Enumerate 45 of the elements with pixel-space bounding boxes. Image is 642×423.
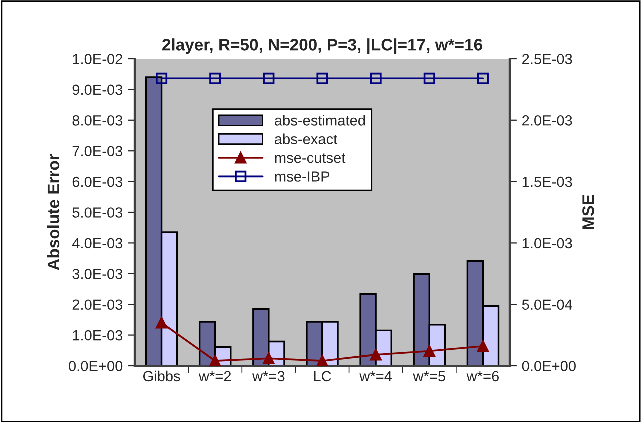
y2-axis-title: MSE — [582, 195, 594, 230]
x-tick-label: w*=6 — [466, 371, 499, 382]
point — [156, 317, 168, 329]
point — [477, 340, 489, 352]
point — [316, 72, 328, 84]
x-tick-label: w*=2 — [198, 371, 232, 382]
y-tick-label: 3.0E-03 — [72, 269, 123, 280]
y2-tick-label: 2.5E-03 — [522, 54, 572, 64]
y-tick-label: 4.0E-03 — [72, 238, 123, 249]
point — [156, 72, 168, 84]
x-tick-label: w*=3 — [252, 371, 285, 382]
y-tick-label: 6.0E-03 — [72, 176, 123, 188]
legend-label: abs-exact — [275, 134, 338, 145]
chart-title: 2layer, R=50, N=200, P=3, |LC|=17, w*=16 — [162, 38, 482, 54]
point — [370, 72, 382, 84]
y2-tick-label: 0.0E+00 — [522, 361, 576, 372]
y2-tick-label: 1.0E-03 — [522, 238, 572, 249]
legend-label: abs-estimated — [275, 115, 366, 126]
y2-tick-label: 5.0E-04 — [522, 300, 572, 310]
x-tick-label: w*=4 — [360, 371, 392, 382]
point — [263, 72, 275, 84]
y-tick-label: 2.0E-03 — [72, 300, 123, 310]
y-tick-label: 1.0E-02 — [73, 54, 122, 64]
point — [370, 349, 382, 361]
y2-tick-label: 1.5E-03 — [522, 176, 572, 188]
point — [263, 352, 275, 364]
point — [424, 72, 436, 84]
legend-label: mse-cutset — [275, 154, 346, 164]
y-tick-label: 8.0E-03 — [72, 116, 123, 126]
y-axis-title: Absolute Error — [47, 154, 60, 270]
legend-label: mse-IBP — [275, 172, 330, 182]
x-tick-label: LC — [314, 371, 332, 382]
x-tick-label: w*=5 — [413, 371, 446, 382]
y2-tick-label: 2.0E-03 — [522, 116, 572, 126]
y-tick-label: 7.0E-03 — [72, 146, 123, 157]
point — [210, 72, 222, 84]
point — [316, 355, 328, 366]
point — [424, 346, 436, 358]
point — [210, 355, 222, 366]
y-tick-label: 5.0E-03 — [72, 208, 123, 218]
y-tick-label: 9.0E-03 — [72, 84, 123, 96]
x-tick-label: Gibbs — [143, 370, 180, 382]
y-tick-label: 0.0E+00 — [69, 361, 123, 372]
y-tick-label: 1.0E-03 — [73, 330, 123, 341]
point — [477, 72, 489, 84]
